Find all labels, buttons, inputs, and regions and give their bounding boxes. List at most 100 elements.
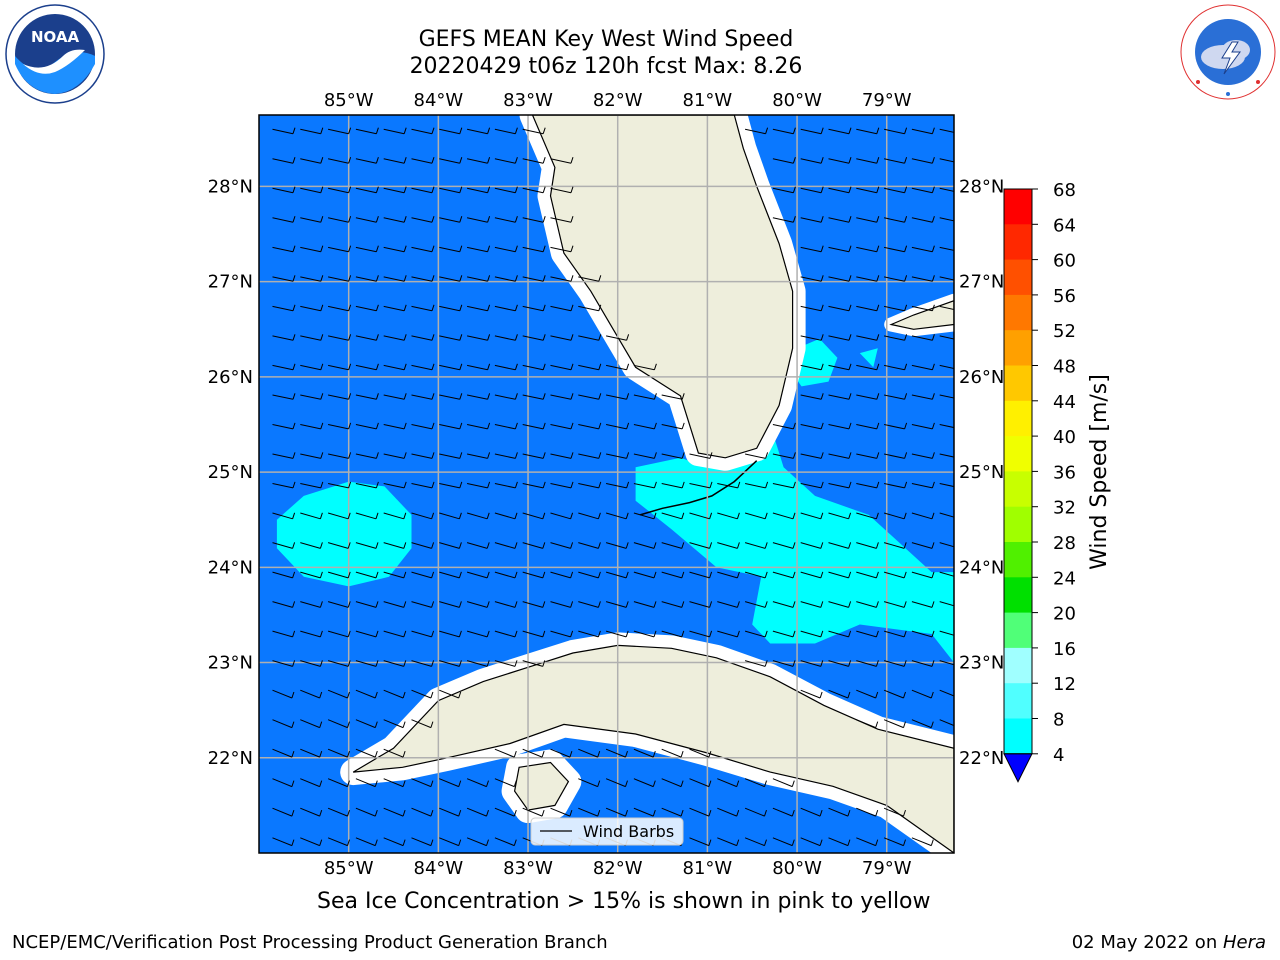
wind-barb-flag	[931, 216, 935, 223]
wind-barb	[355, 601, 379, 608]
wind-barb	[939, 217, 954, 222]
wind-barb	[689, 748, 712, 758]
wind-barb-shaft	[856, 187, 877, 194]
wind-barb-flag	[597, 512, 601, 519]
wind-barb-flag	[292, 630, 296, 638]
wind-barb-flag	[626, 393, 630, 400]
wind-barb	[522, 393, 546, 400]
wind-barb-flag	[403, 304, 407, 311]
wind-barb	[800, 807, 823, 817]
wind-barb-flag	[570, 512, 574, 519]
wind-barb-shaft	[717, 807, 737, 817]
wind-barb-shaft	[828, 394, 850, 400]
wind-barb-shaft	[911, 542, 933, 549]
wind-barb	[939, 364, 954, 369]
wind-barb-flag	[848, 481, 852, 489]
wind-barb	[327, 334, 352, 341]
wind-barb-shaft	[911, 689, 932, 699]
wind-barb	[300, 304, 324, 312]
wind-barb-shaft	[355, 246, 377, 253]
wind-barb	[550, 512, 574, 520]
wind-barb	[439, 393, 463, 400]
wind-barb-shaft	[661, 778, 682, 788]
wind-barb-flag	[403, 481, 407, 489]
colorbar-tick-label: 28	[1053, 533, 1076, 554]
wind-barb-shaft	[939, 128, 954, 133]
wind-barb-shaft	[272, 601, 293, 608]
wind-barb-shaft	[300, 364, 321, 371]
wind-barb-shaft	[939, 630, 954, 636]
wind-barb	[633, 807, 656, 817]
wind-barb	[856, 512, 879, 520]
wind-barb	[633, 363, 657, 371]
wind-barb-flag	[848, 245, 852, 252]
wind-barb-shaft	[744, 542, 766, 549]
wind-barb	[772, 216, 796, 223]
wind-barb	[856, 393, 880, 400]
wind-barb	[355, 157, 379, 164]
wind-barb-flag	[904, 363, 908, 370]
wind-barb	[883, 186, 908, 194]
wind-barb-flag	[903, 809, 906, 817]
wind-barb-shaft	[439, 187, 460, 194]
wind-barb-shaft	[856, 660, 877, 667]
wind-barb-flag	[875, 601, 879, 608]
wind-barb-flag	[542, 452, 546, 459]
wind-barb	[772, 186, 796, 194]
wind-barb-shaft	[744, 453, 766, 459]
wind-barb	[578, 304, 602, 312]
wind-barb	[494, 571, 518, 579]
wind-barb-shaft	[466, 542, 488, 549]
wind-barb-flag	[709, 481, 713, 489]
wind-barb	[828, 127, 852, 135]
colorbar-segment	[1004, 506, 1032, 543]
wind-barb-flag	[292, 186, 296, 193]
noaa-logo-text: NOAA	[31, 28, 80, 46]
wind-barb	[939, 601, 954, 607]
wind-barb	[327, 186, 352, 194]
wind-barb	[383, 186, 407, 194]
wind-barb-shaft	[800, 276, 822, 282]
wind-barb	[522, 304, 546, 312]
wind-barb	[466, 601, 490, 608]
wind-barb	[939, 335, 954, 340]
wind-barb-flag	[876, 452, 880, 459]
wind-barb-shaft	[911, 424, 933, 430]
wind-barb-shaft	[550, 187, 572, 194]
wind-barb-flag	[459, 245, 463, 252]
wind-barb-shaft	[494, 394, 516, 400]
wind-barb	[327, 127, 352, 135]
wind-barb	[466, 127, 491, 135]
wind-barb-flag	[570, 334, 574, 341]
lon-label-bottom: 84°W	[414, 858, 464, 879]
wind-barb-shaft	[355, 158, 377, 164]
wind-barb-flag	[625, 571, 629, 579]
wind-barb-shaft	[300, 837, 320, 847]
wind-barb-shaft	[550, 748, 571, 758]
wind-barb-shaft	[856, 246, 877, 253]
wind-barb-shaft	[383, 778, 404, 788]
wind-barb	[661, 778, 684, 788]
wind-barb	[327, 807, 350, 817]
wind-barb-shaft	[772, 128, 794, 135]
wind-barb-flag	[431, 334, 435, 341]
wind-barb	[828, 157, 852, 164]
wind-barb-shaft	[550, 158, 572, 164]
wind-barb-flag	[486, 512, 490, 519]
wind-barb	[522, 481, 546, 489]
wind-barb-flag	[487, 481, 491, 489]
wind-barb-flag	[904, 275, 908, 282]
wind-barb-shaft	[300, 542, 321, 549]
wind-barb-flag	[931, 660, 935, 667]
wind-barb-flag	[709, 542, 713, 549]
wind-barb-shaft	[772, 217, 794, 223]
wind-barb-flag	[375, 571, 379, 579]
lon-label-top: 84°W	[414, 90, 464, 111]
wind-barb	[411, 807, 434, 817]
wind-barb-flag	[820, 571, 824, 579]
wind-barb-shaft	[327, 158, 349, 164]
wind-barb	[550, 186, 574, 194]
wind-barb-flag	[375, 422, 379, 430]
wind-barb-shaft	[383, 660, 404, 667]
wind-barb-shaft	[856, 305, 877, 312]
